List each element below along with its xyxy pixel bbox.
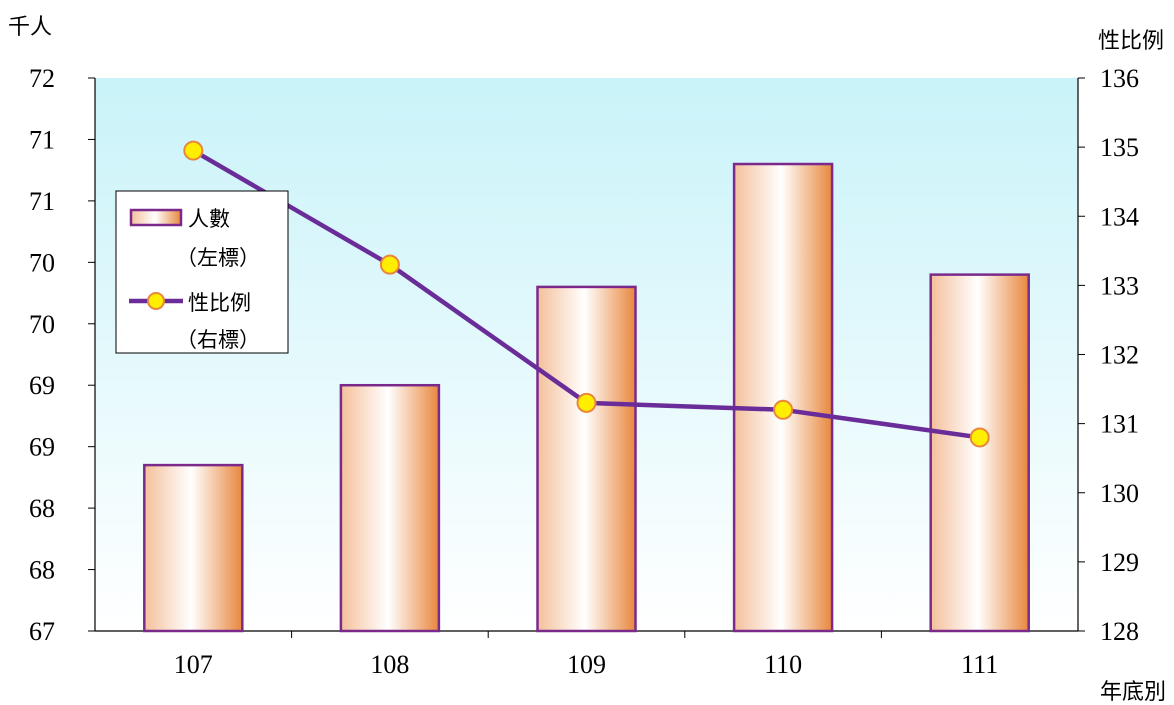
left-tick-label: 71 — [29, 125, 55, 154]
left-tick-label: 70 — [29, 310, 55, 339]
x-tick-label: 109 — [567, 650, 606, 679]
line-point — [576, 392, 597, 413]
line-point — [773, 399, 794, 420]
legend: 人數 （左標） 性比例 （右標） — [115, 190, 289, 354]
x-tick-label: 107 — [174, 650, 213, 679]
x-tick-label: 108 — [370, 650, 409, 679]
right-tick-label: 135 — [1100, 133, 1139, 162]
x-tick-label: 111 — [961, 650, 998, 679]
x-axis-title: 年底別 — [1100, 680, 1166, 705]
line-point — [969, 427, 990, 448]
x-tick-label: 110 — [764, 650, 802, 679]
bar — [929, 273, 1030, 633]
right-tick-group: 128 129 130 131 132 133 134 135 136 — [1078, 64, 1139, 646]
left-tick-label: 69 — [29, 433, 55, 462]
left-tick-label: 69 — [29, 371, 55, 400]
left-tick-label: 72 — [29, 64, 55, 93]
legend-label-bar: 人數 — [188, 207, 230, 231]
legend-sub-line: （右標） — [176, 328, 260, 352]
bar — [732, 162, 834, 633]
bar — [143, 463, 244, 633]
left-tick-label: 68 — [29, 494, 55, 523]
left-tick-label: 70 — [29, 248, 55, 277]
right-tick-label: 131 — [1100, 410, 1139, 439]
left-tick-label: 71 — [29, 187, 55, 216]
bar-series — [143, 162, 1030, 633]
left-tick-label: 68 — [29, 556, 55, 585]
right-tick-label: 133 — [1100, 271, 1139, 300]
legend-line-marker — [147, 292, 165, 310]
right-tick-label: 136 — [1100, 64, 1139, 93]
legend-label-line: 性比例 — [188, 291, 251, 315]
legend-sub-bar: （左標） — [176, 246, 260, 270]
bar — [339, 383, 441, 633]
right-tick-label: 130 — [1100, 479, 1139, 508]
left-tick-label: 67 — [29, 617, 55, 646]
line-point — [183, 140, 204, 161]
line-point — [379, 254, 400, 275]
bar — [536, 285, 637, 633]
right-tick-label: 128 — [1100, 617, 1139, 646]
right-tick-label: 134 — [1100, 202, 1139, 231]
x-tick-group: 107 108 109 110 111 — [174, 631, 998, 679]
right-tick-label: 129 — [1100, 548, 1139, 577]
right-tick-label: 132 — [1100, 341, 1139, 370]
legend-bar-swatch — [129, 208, 183, 227]
y-left-unit-label: 千人 — [8, 15, 52, 40]
left-tick-group: 67 68 68 69 69 70 70 71 71 72 — [29, 64, 95, 646]
y-right-unit-label: 性比例 — [1098, 29, 1164, 54]
line-series — [183, 140, 990, 448]
